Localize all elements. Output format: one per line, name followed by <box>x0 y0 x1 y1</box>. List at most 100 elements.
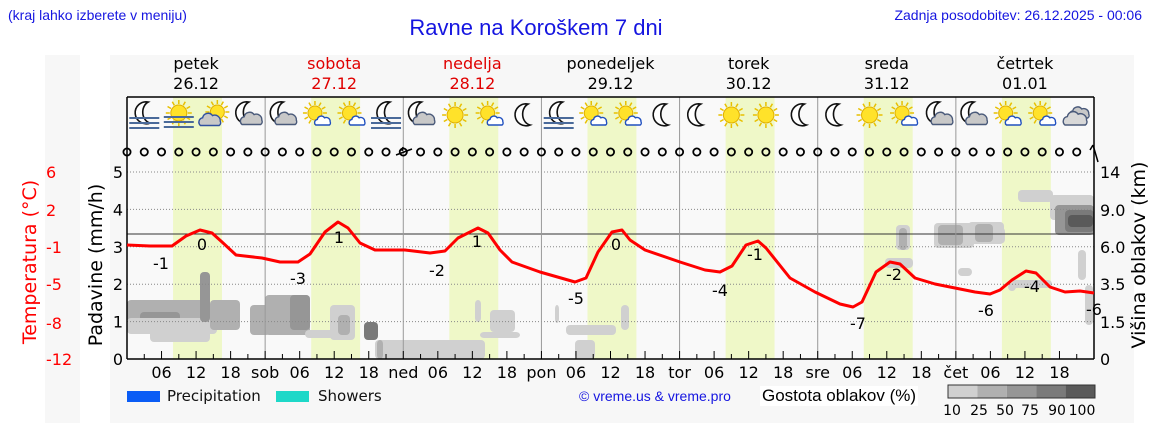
cloud-density-patch <box>377 340 383 359</box>
precip-tick-label: 0 <box>113 350 123 369</box>
temperature-annotation: -1 <box>153 254 169 273</box>
wind-calm-marker <box>416 147 426 157</box>
day-date: 29.12 <box>588 74 634 93</box>
legend-showers-label: Showers <box>318 387 382 405</box>
x-tick-label: 12 <box>738 363 758 382</box>
wind-calm-marker <box>191 147 201 157</box>
day-date: 01.01 <box>1002 74 1048 93</box>
wind-calm-marker <box>675 147 685 157</box>
temperature-annotation: 0 <box>197 235 207 254</box>
x-tick-label: 12 <box>877 363 897 382</box>
cloud-height-tick-label: 3.5 <box>1100 275 1125 294</box>
sun-small-cloud-icon <box>613 101 642 126</box>
wind-calm-marker <box>623 147 633 157</box>
wind-calm-marker <box>346 147 356 157</box>
precip-tick-label: 2 <box>113 275 123 294</box>
x-tick-label: 18 <box>773 363 793 382</box>
temperature-annotation: -5 <box>568 289 584 308</box>
wind-calm-marker <box>709 147 719 157</box>
cloud-height-tick-label: 0 <box>1100 350 1110 369</box>
cloud-density-label: Gostota oblakov (%) <box>760 386 919 406</box>
credit-link[interactable]: © vreme.us & vreme.pro <box>579 388 731 404</box>
sun-icon <box>856 102 883 128</box>
temperature-annotation: 1 <box>472 232 482 251</box>
wind-calm-marker <box>778 147 788 157</box>
last-update: Zadnja posodobitev: 26.12.2025 - 00:06 <box>894 7 1142 23</box>
day-name: sreda <box>865 54 909 73</box>
daylight-band <box>725 97 775 359</box>
cloud-density-patch <box>575 340 595 359</box>
cloud-height-axis-label: Višina oblakov (km) <box>1128 162 1150 349</box>
cloud-density-tick: 25 <box>970 403 988 419</box>
cloud-density-patch <box>1012 280 1052 288</box>
x-tick-label: 18 <box>497 363 517 382</box>
moon-cloud-icon <box>960 101 989 126</box>
temperature-axis-panel <box>45 55 80 423</box>
day-name: nedelja <box>443 54 502 73</box>
moon-fog-icon <box>371 101 402 129</box>
location-note[interactable]: (kraj lahko izberete v meniju) <box>8 7 187 23</box>
wind-calm-marker <box>1037 147 1047 157</box>
wind-calm-marker <box>761 147 771 157</box>
wind-calm-marker <box>934 147 944 157</box>
wind-calm-marker <box>519 147 529 157</box>
wind-calm-marker <box>243 147 253 157</box>
cloud-density-patch <box>200 272 210 322</box>
day-date: 31.12 <box>864 74 910 93</box>
wind-calm-marker <box>795 147 805 157</box>
x-tick-label: pon <box>526 363 556 382</box>
wind-calm-marker <box>985 147 995 157</box>
legend-precipitation-swatch <box>127 391 160 402</box>
wind-calm-marker <box>813 147 823 157</box>
wind-calm-marker <box>277 147 287 157</box>
x-tick-label: 06 <box>704 363 724 382</box>
cloud-density-tick: 10 <box>943 403 961 419</box>
wind-barb <box>395 146 413 156</box>
cloudy-icon <box>1062 106 1090 126</box>
x-tick-label: 06 <box>428 363 448 382</box>
precip-tick-label: 1 <box>113 313 123 332</box>
wind-calm-marker <box>830 147 840 157</box>
cloud-density-patch <box>1068 215 1093 227</box>
wind-calm-marker <box>536 147 546 157</box>
wind-calm-marker <box>139 147 149 157</box>
x-tick-label: ned <box>388 363 418 382</box>
precipitation-axis-label: Padavine (mm/h) <box>85 184 107 347</box>
x-tick-label: 18 <box>359 363 379 382</box>
wind-calm-marker <box>1054 147 1064 157</box>
wind-calm-marker <box>295 147 305 157</box>
sun-small-cloud-icon <box>475 101 504 126</box>
x-tick-label: 18 <box>220 363 240 382</box>
sun-small-cloud-icon <box>890 101 919 126</box>
temperature-annotation: -2 <box>429 261 445 280</box>
wind-barb <box>1089 144 1099 163</box>
temperature-annotation: -3 <box>290 269 306 288</box>
sun-icon <box>442 102 469 128</box>
cloud-density-patch <box>566 325 616 335</box>
moon-cloud-icon <box>407 101 436 126</box>
wind-calm-marker <box>122 147 132 157</box>
day-date: 26.12 <box>173 74 219 93</box>
moon-icon <box>514 103 533 127</box>
cloud-density-patch <box>480 332 520 338</box>
precip-tick-label: 5 <box>113 163 123 182</box>
x-tick-label: tor <box>668 363 691 382</box>
moon-icon <box>825 103 844 127</box>
cloud-height-tick-label: 6.0 <box>1100 238 1125 257</box>
precip-tick-label: 4 <box>113 200 123 219</box>
day-date: 28.12 <box>449 74 495 93</box>
wind-calm-marker <box>951 147 961 157</box>
temperature-annotation: 0 <box>611 235 621 254</box>
x-tick-label: 18 <box>911 363 931 382</box>
sun-small-cloud-icon <box>579 101 608 126</box>
wind-calm-marker <box>502 147 512 157</box>
wind-calm-marker <box>157 147 167 157</box>
temp-tick-label: 6 <box>46 163 56 182</box>
wind-calm-marker <box>744 147 754 157</box>
wind-calm-marker <box>450 147 460 157</box>
cloud-density-swatch <box>948 385 978 398</box>
wind-calm-marker <box>1020 147 1030 157</box>
cloud-density-patch <box>1085 285 1093 325</box>
page-title: Ravne na Koroškem 7 dni <box>409 15 663 40</box>
sun-small-cloud-icon <box>337 101 366 126</box>
